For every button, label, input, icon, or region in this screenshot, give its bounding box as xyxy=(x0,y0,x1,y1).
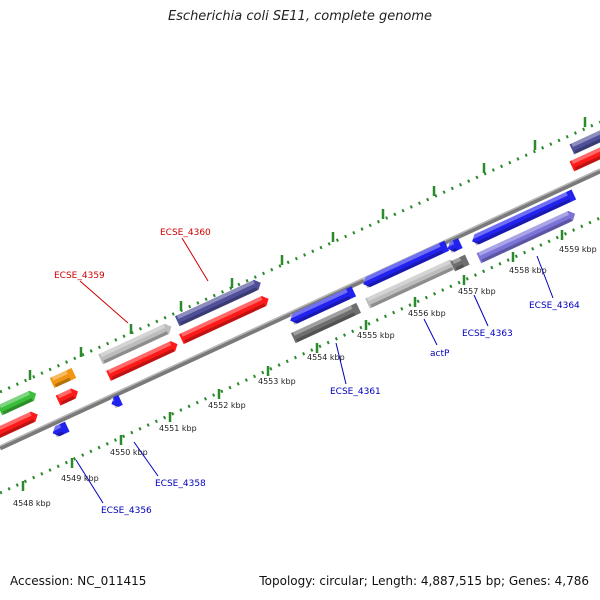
scale-labels: 4548 kbp 4549 kbp 4550 kbp 4551 kbp 4552 kbp… xyxy=(13,245,597,508)
scale-label: 4549 kbp xyxy=(61,474,99,483)
feature-darkgray-small[interactable] xyxy=(450,254,470,272)
feature-blue-tiny[interactable] xyxy=(109,394,123,409)
gene-label[interactable]: actP xyxy=(430,349,450,359)
feature-red-right[interactable] xyxy=(179,294,271,345)
accession-label: Accession: NC_011415 xyxy=(10,574,147,588)
gene-leader-line xyxy=(423,318,438,346)
feature-slate[interactable] xyxy=(174,278,263,327)
gene-labels: ECSE_4360 ECSE_4359 ECSE_4361 actP ECSE_4363… xyxy=(54,228,580,516)
gene-leader-line xyxy=(75,459,104,504)
feature-red-mid[interactable] xyxy=(106,339,180,381)
features xyxy=(0,127,600,441)
gene-label[interactable]: ECSE_4361 xyxy=(330,387,381,397)
genome-backbone xyxy=(0,168,600,451)
feature-red-left[interactable] xyxy=(0,410,40,441)
scale-label: 4558 kbp xyxy=(509,266,547,275)
scale-label: 4553 kbp xyxy=(258,377,296,386)
feature-blue-mid[interactable] xyxy=(288,286,357,325)
gene-leader-line xyxy=(536,255,554,299)
scale-label: 4554 kbp xyxy=(307,353,345,362)
scale-label: 4550 kbp xyxy=(110,448,148,457)
scale-label: 4555 kbp xyxy=(357,331,395,340)
feature-blue-large[interactable] xyxy=(361,240,450,290)
feature-red-small[interactable] xyxy=(55,386,81,406)
outer-ruler xyxy=(0,120,600,394)
gene-label[interactable]: ECSE_4360 xyxy=(160,228,211,238)
feature-gray-lower[interactable] xyxy=(365,257,459,309)
feature-blue-right[interactable] xyxy=(470,189,577,247)
feature-blue-bottom[interactable] xyxy=(50,421,70,439)
feature-green[interactable] xyxy=(0,389,38,416)
gene-leaders xyxy=(75,237,554,504)
gene-label[interactable]: ECSE_4364 xyxy=(529,301,580,311)
feature-orange[interactable] xyxy=(49,367,77,389)
scale-label: 4551 kbp xyxy=(159,424,197,433)
scale-label: 4552 kbp xyxy=(208,401,246,410)
gene-leader-line xyxy=(473,294,489,327)
outer-major-ticks xyxy=(28,117,587,380)
gene-leader-line xyxy=(133,441,159,477)
scale-label: 4556 kbp xyxy=(408,309,446,318)
feature-darkgray[interactable] xyxy=(291,302,361,344)
topology-label: Topology: circular; Length: 4,887,515 bp… xyxy=(259,574,589,588)
feature-red-edge[interactable] xyxy=(569,144,600,172)
scale-label: 4548 kbp xyxy=(13,499,51,508)
inner-ruler xyxy=(0,216,600,495)
gene-leader-line xyxy=(335,342,347,385)
feature-gray[interactable] xyxy=(98,322,173,365)
gene-label[interactable]: ECSE_4363 xyxy=(462,329,513,339)
major-ticks xyxy=(21,230,564,491)
scale-label: 4557 kbp xyxy=(458,287,496,296)
feature-lavender[interactable] xyxy=(476,209,578,264)
gene-label[interactable]: ECSE_4359 xyxy=(54,271,105,281)
gene-leader-line xyxy=(181,237,209,282)
gene-label[interactable]: ECSE_4358 xyxy=(155,479,206,489)
map-title: Escherichia coli SE11, complete genome xyxy=(167,9,433,24)
feature-slate-edge[interactable] xyxy=(569,127,600,155)
gene-label[interactable]: ECSE_4356 xyxy=(101,506,152,516)
gene-leader-line xyxy=(79,280,129,324)
feature-blue-small[interactable] xyxy=(445,238,463,254)
scale-label: 4559 kbp xyxy=(559,245,597,254)
genome-backbone-highlight xyxy=(0,168,600,447)
